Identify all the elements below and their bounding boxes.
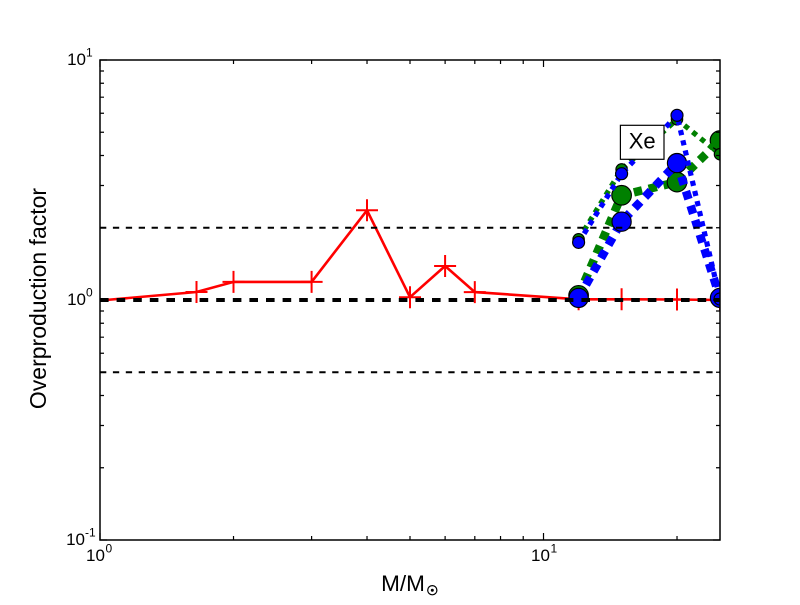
svg-text:10: 10 [86,546,105,565]
svg-text:1: 1 [86,45,93,59]
svg-text:0: 0 [86,285,93,299]
svg-text:-1: -1 [85,525,96,539]
svg-text:M/M: M/M [381,571,425,596]
svg-text:10: 10 [67,290,86,309]
svg-text:Overproduction factor: Overproduction factor [25,188,51,410]
svg-text:1: 1 [551,542,558,556]
svg-text:10: 10 [531,546,550,565]
svg-text:0: 0 [106,542,113,556]
svg-text:10: 10 [66,530,85,549]
svg-text:10: 10 [67,50,86,69]
svg-text:Xe: Xe [629,128,656,153]
